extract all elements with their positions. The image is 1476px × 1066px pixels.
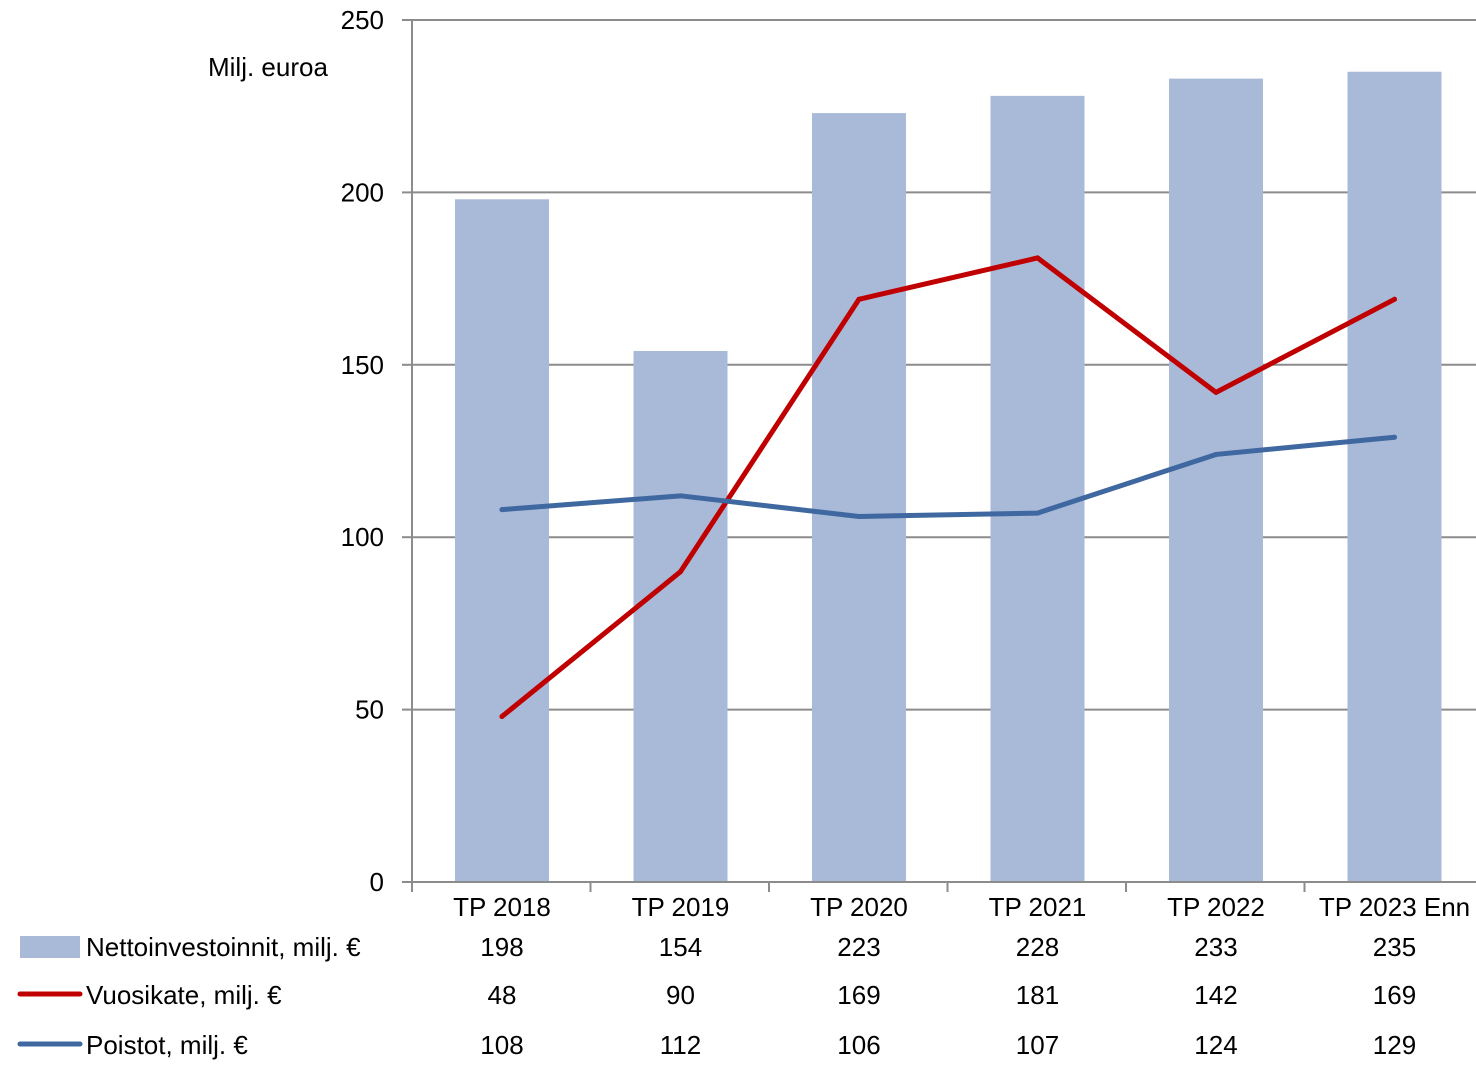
series-point bbox=[1213, 389, 1219, 395]
bar bbox=[1347, 71, 1442, 883]
legend-label: Vuosikate, milj. € bbox=[86, 980, 282, 1010]
series-point bbox=[1035, 255, 1040, 261]
data-table-value: 233 bbox=[1194, 932, 1237, 962]
data-table-value: 154 bbox=[659, 932, 702, 962]
series-point bbox=[1213, 451, 1219, 457]
data-table-value: 235 bbox=[1373, 932, 1416, 962]
bar-series bbox=[455, 71, 1442, 883]
data-table-value: 107 bbox=[1016, 1030, 1059, 1060]
data-table-value: 90 bbox=[666, 980, 695, 1010]
bar bbox=[633, 351, 728, 882]
series-line bbox=[499, 255, 1397, 719]
y-axis-label: Milj. euroa bbox=[208, 52, 328, 82]
x-tick-label: TP 2019 bbox=[632, 892, 730, 922]
bar bbox=[990, 95, 1085, 882]
y-tick-label: 0 bbox=[370, 867, 384, 897]
data-table-value: 228 bbox=[1016, 932, 1059, 962]
bar bbox=[455, 199, 549, 882]
series-point bbox=[1392, 296, 1397, 302]
x-tick-label: TP 2023 Enn bbox=[1319, 892, 1470, 922]
series-point bbox=[856, 514, 862, 520]
axes: 0 50 100 150 200 250 bbox=[341, 5, 1476, 897]
series-point bbox=[1392, 434, 1397, 440]
data-table-value: 124 bbox=[1194, 1030, 1237, 1060]
data-table: TP 2018 TP 2019 TP 2020 TP 2021 TP 2022 TP 20… bbox=[17, 892, 1470, 1060]
data-table-value: 169 bbox=[1373, 980, 1416, 1010]
data-table-value: 106 bbox=[837, 1030, 880, 1060]
series-point bbox=[678, 569, 683, 575]
series-point bbox=[1035, 510, 1040, 516]
gridlines bbox=[412, 19, 1476, 711]
data-table-value: 181 bbox=[1016, 980, 1059, 1010]
data-table-value: 112 bbox=[660, 1030, 701, 1060]
y-tick-label: 200 bbox=[341, 177, 384, 207]
y-tick-label: 250 bbox=[341, 5, 384, 35]
y-tick-label: 150 bbox=[341, 350, 384, 380]
data-table-value: 129 bbox=[1373, 1030, 1416, 1060]
line-series bbox=[499, 255, 1397, 719]
series-line bbox=[499, 434, 1397, 520]
data-table-value: 223 bbox=[837, 932, 880, 962]
data-table-value: 142 bbox=[1194, 980, 1237, 1010]
x-tick-label: TP 2020 bbox=[810, 892, 908, 922]
x-tick-label: TP 2022 bbox=[1167, 892, 1265, 922]
series-point bbox=[678, 493, 683, 499]
bar bbox=[812, 113, 906, 882]
data-table-value: 108 bbox=[480, 1030, 523, 1060]
y-tick-label: 100 bbox=[341, 522, 384, 552]
data-table-value: 169 bbox=[837, 980, 880, 1010]
legend-swatch bbox=[20, 936, 80, 958]
series-point bbox=[499, 507, 505, 513]
bar bbox=[1169, 78, 1263, 883]
x-tick-label: TP 2018 bbox=[453, 892, 551, 922]
data-table-value: 198 bbox=[480, 932, 523, 962]
legend-label: Poistot, milj. € bbox=[86, 1030, 248, 1060]
x-tick-label: TP 2021 bbox=[989, 892, 1087, 922]
y-tick-label: 50 bbox=[355, 695, 384, 725]
data-table-value: 48 bbox=[488, 980, 517, 1010]
series-point bbox=[499, 713, 505, 719]
series-point bbox=[856, 296, 862, 302]
legend-label: Nettoinvestoinnit, milj. € bbox=[86, 932, 361, 962]
